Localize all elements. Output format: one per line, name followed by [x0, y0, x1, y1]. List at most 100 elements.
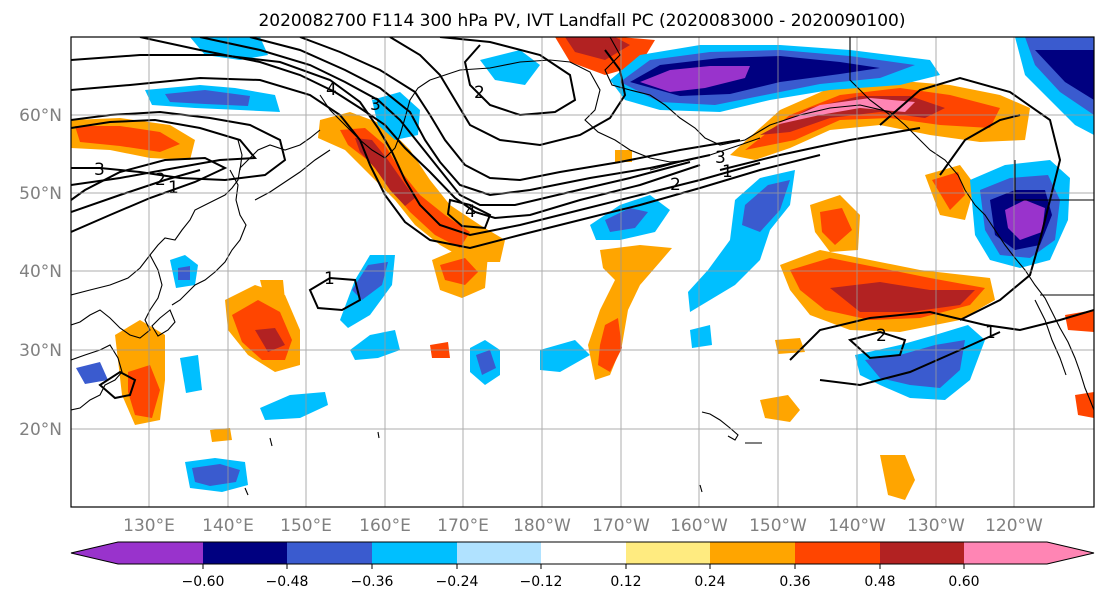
lat-label: 20°N	[19, 420, 62, 440]
coastline-kamchatka	[319, 79, 431, 159]
lat-label: 40°N	[19, 262, 62, 282]
pv-anomaly-negative	[76, 362, 108, 384]
contour-label: 4	[465, 202, 476, 222]
contour-line	[199, 37, 691, 206]
island	[377, 431, 380, 439]
contour-line	[789, 309, 1094, 361]
colorbar-extend-high	[1047, 542, 1094, 564]
colorbar-segment	[795, 542, 880, 564]
lat-label: 30°N	[19, 341, 62, 361]
contour-label: 3	[370, 95, 381, 115]
pv-anomaly-positive	[260, 280, 285, 300]
colorbar-extend-low	[71, 542, 118, 564]
contour-label: 3	[715, 148, 726, 168]
pv-anomaly-negative	[540, 340, 590, 372]
contour-label: 1	[985, 323, 996, 343]
pv-anomaly-positive	[775, 98, 915, 125]
coastline-north-america	[974, 204, 1094, 411]
pv-anomaly-positive	[210, 428, 232, 442]
pv-anomaly-negative	[1035, 50, 1094, 100]
coastline-asia	[71, 129, 321, 296]
coastline-china	[71, 344, 123, 411]
figure-title: 2020082700 F114 300 hPa PV, IVT Landfall…	[258, 11, 905, 31]
contour-label: 2	[155, 170, 166, 190]
pv-anomaly-positive	[932, 172, 965, 210]
pv-anomaly-positive	[820, 208, 852, 245]
contour-line	[98, 370, 137, 400]
colorbar-segment	[118, 542, 203, 564]
lon-label: 170°W	[592, 516, 650, 536]
border-canada-us	[1014, 160, 1094, 201]
contour-line	[719, 127, 921, 171]
contour-line	[139, 37, 701, 220]
map-frame	[70, 36, 1095, 508]
contour-label: 1	[722, 162, 733, 182]
lon-label: 150°E	[280, 516, 332, 536]
colorbar-tick-label: −0.12	[520, 574, 563, 590]
island	[244, 487, 249, 496]
pv-anomaly-negative	[480, 50, 540, 85]
pv-anomaly-negative	[1005, 200, 1045, 240]
colorbar-tick-label: −0.60	[182, 574, 225, 590]
coastline-sakhalin	[237, 139, 243, 171]
pv-anomaly-positive	[830, 282, 975, 312]
lon-label: 160°W	[670, 516, 728, 536]
lon-label: 140°W	[828, 516, 886, 536]
colorbar-segment	[457, 542, 541, 564]
contour-line	[71, 156, 228, 233]
contour-line	[71, 110, 287, 182]
contour-line	[249, 37, 711, 197]
lon-label: 160°E	[359, 516, 411, 536]
lon-label: 180°W	[513, 516, 571, 536]
colorbar-tick-label: −0.24	[436, 574, 479, 590]
contour-line	[446, 198, 492, 230]
coastline-baja	[1034, 299, 1067, 376]
contour-line	[819, 331, 1001, 387]
lat-label: 60°N	[19, 106, 62, 126]
contour-line	[939, 114, 1021, 176]
pv-anomaly-negative	[476, 350, 496, 375]
pv-anomaly-positive	[255, 328, 285, 352]
colorbar-tick-label: 0.36	[779, 574, 810, 590]
contour-line	[71, 118, 258, 186]
contour-label: 1	[324, 269, 335, 289]
lat-label: 50°N	[19, 184, 62, 204]
contour-line	[71, 54, 761, 237]
colorbar-tick-label: 0.24	[694, 574, 725, 590]
contour-line	[71, 169, 201, 213]
contour-line	[879, 76, 1062, 321]
island	[269, 437, 273, 447]
ivt-contours	[71, 37, 1094, 400]
colorbar-segment	[372, 542, 457, 564]
colorbar-ticks	[202, 564, 965, 569]
pv-anomaly-positive	[760, 395, 800, 422]
contour-line	[308, 276, 362, 312]
pv-anomaly-positive	[775, 338, 805, 354]
pv-anomaly-negative	[605, 208, 648, 232]
colorbar-tick-label: −0.48	[266, 574, 309, 590]
colorbar-segment	[880, 542, 964, 564]
pv-anomaly-positive	[598, 318, 622, 372]
colorbar-tick-label: 0.48	[864, 574, 895, 590]
colorbar-segment	[541, 542, 626, 564]
pv-anomaly-negative	[180, 355, 202, 393]
pv-anomaly-negative	[260, 392, 328, 420]
colorbar: −0.60 −0.48 −0.36 −0.24 −0.12 0.12 0.24 …	[70, 541, 1095, 590]
contour-label: 3	[94, 160, 105, 180]
contour-label: 1	[168, 178, 179, 198]
contour-line	[71, 76, 821, 250]
pv-anomaly-positive	[615, 150, 632, 162]
contour-label: 4	[326, 80, 337, 100]
lon-label: 120°W	[985, 516, 1043, 536]
lon-label: 130°W	[907, 516, 965, 536]
map-panel: 3 2 1 4 3 2 4 3 2 1 1 2 1	[19, 36, 1095, 536]
contour-line	[389, 37, 627, 147]
pv-anomaly-negative	[865, 340, 965, 388]
colorbar-tick-label: −0.36	[351, 574, 394, 590]
lon-label: 140°E	[202, 516, 254, 536]
colorbar-tick-labels: −0.60 −0.48 −0.36 −0.24 −0.12 0.12 0.24 …	[182, 574, 980, 590]
colorbar-segment	[964, 542, 1047, 564]
contour-label: 2	[876, 326, 887, 346]
lon-label: 130°E	[123, 516, 175, 536]
pv-anomaly-negative	[640, 66, 750, 92]
